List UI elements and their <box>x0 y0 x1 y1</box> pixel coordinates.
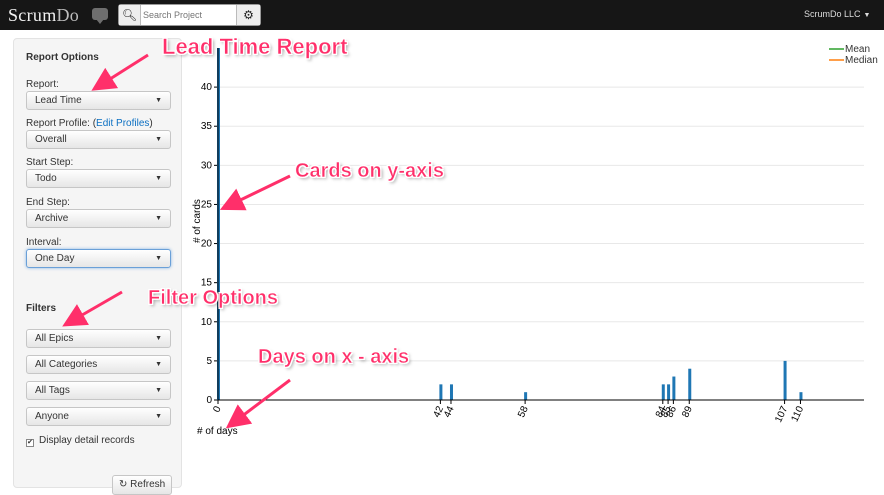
y-tick-label: 30 <box>201 160 213 171</box>
report-options-heading: Report Options <box>26 52 99 63</box>
end-step-select[interactable]: Archive ▼ <box>26 209 171 228</box>
chat-bubble-icon[interactable] <box>92 8 108 24</box>
x-tick-label: 42 <box>431 404 446 419</box>
x-tick-label: 110 <box>789 404 806 423</box>
epics-filter-value: All Epics <box>35 333 74 344</box>
x-tick-label: 44 <box>442 404 457 419</box>
refresh-icon: ↻ <box>119 479 131 490</box>
x-tick-label: 89 <box>680 404 695 419</box>
chart-bar[interactable] <box>439 384 443 400</box>
chevron-down-icon: ▼ <box>155 136 162 143</box>
assignee-filter-select[interactable]: Anyone ▼ <box>26 407 171 426</box>
tags-filter-value: All Tags <box>35 385 70 396</box>
annotation-filter-options: Filter Options <box>148 287 279 310</box>
top-navbar: ScrumDo 🔍︎ ⚙ ScrumDo LLC▼ <box>0 0 884 30</box>
epics-filter-select[interactable]: All Epics ▼ <box>26 329 171 348</box>
interval-value: One Day <box>35 253 75 264</box>
y-tick-label: 0 <box>206 395 212 406</box>
x-tick-label: 86 <box>664 404 679 419</box>
y-tick-label: 10 <box>201 317 213 328</box>
account-label: ScrumDo LLC <box>804 9 861 19</box>
chevron-down-icon: ▼ <box>155 215 162 222</box>
y-axis-label: # of cards <box>192 199 203 243</box>
chevron-down-icon: ▼ <box>155 97 162 104</box>
end-step-label: End Step: <box>26 197 70 208</box>
report-profile-select[interactable]: Overall ▼ <box>26 130 171 149</box>
y-axis-ticks: 0 5 10 15 20 25 30 35 40 <box>201 82 218 406</box>
start-step-select[interactable]: Todo ▼ <box>26 169 171 188</box>
search-box: 🔍︎ ⚙ <box>118 4 261 26</box>
y-tick-label: 40 <box>201 82 213 93</box>
magnifier-icon: 🔍︎ <box>121 8 138 22</box>
scrumdo-logo[interactable]: ScrumDo <box>8 5 79 26</box>
x-tick-label: 85 <box>659 404 674 419</box>
x-tick-label: 0 <box>211 404 224 414</box>
edit-profiles-link[interactable]: Edit Profiles <box>96 118 150 129</box>
legend-label: Mean <box>845 44 870 55</box>
x-tick-label: 58 <box>516 404 531 419</box>
report-select[interactable]: Lead Time ▼ <box>26 91 171 110</box>
y-tick-label: 15 <box>201 278 213 289</box>
legend-label: Median <box>845 55 878 66</box>
x-tick-label: 84 <box>654 404 669 419</box>
logo-text-sub: Do <box>56 5 80 25</box>
chevron-down-icon: ▼ <box>155 175 162 182</box>
y-tick-label: 20 <box>201 239 213 250</box>
profile-label-end: ) <box>149 118 153 129</box>
chart-bar[interactable] <box>783 360 787 400</box>
report-label: Report: <box>26 79 59 90</box>
report-select-value: Lead Time <box>35 95 82 106</box>
chart-bar[interactable] <box>661 384 665 400</box>
y-tick-label: 5 <box>206 356 212 367</box>
tags-filter-select[interactable]: All Tags ▼ <box>26 381 171 400</box>
logo-text-main: Scrum <box>8 5 57 25</box>
display-detail-records[interactable]: ✔ Display detail records <box>26 435 135 447</box>
end-step-value: Archive <box>35 213 69 224</box>
filters-heading: Filters <box>26 303 57 314</box>
interval-label: Interval: <box>26 237 62 248</box>
gear-icon: ⚙ <box>243 8 254 22</box>
chart-bar[interactable] <box>799 392 803 400</box>
y-tick-label: 25 <box>201 199 213 210</box>
report-options-panel: Report Options Report: Lead Time ▼ Report… <box>13 38 182 495</box>
chart-gridlines <box>218 86 864 362</box>
chart-bar[interactable] <box>672 376 676 400</box>
chevron-down-icon: ▼ <box>863 12 871 19</box>
assignee-filter-value: Anyone <box>35 411 69 422</box>
annotation-lead-time-report: Lead Time Report <box>162 34 348 60</box>
start-step-label: Start Step: <box>26 157 74 168</box>
search-settings-button[interactable]: ⚙ <box>236 5 260 25</box>
report-profile-label: Report Profile: (Edit Profiles) <box>26 118 153 129</box>
annotation-cards-y-axis: Cards on y-axis <box>295 160 444 183</box>
chart-bar[interactable] <box>688 368 692 400</box>
account-menu[interactable]: ScrumDo LLC ▼ <box>804 9 870 19</box>
chevron-down-icon: ▼ <box>155 361 162 368</box>
chart-bar[interactable] <box>449 384 453 400</box>
x-tick-label: 107 <box>773 404 790 424</box>
refresh-label: Refresh <box>130 479 166 490</box>
chevron-down-icon: ▼ <box>155 255 162 262</box>
profile-select-value: Overall <box>35 134 67 145</box>
categories-filter-select[interactable]: All Categories ▼ <box>26 355 171 374</box>
chart-bar[interactable] <box>524 392 528 400</box>
interval-select[interactable]: One Day ▼ <box>26 249 171 268</box>
categories-filter-value: All Categories <box>35 359 98 370</box>
refresh-button[interactable]: ↻ Refresh <box>112 475 172 495</box>
y-tick-label: 35 <box>201 121 213 132</box>
detail-records-label: Display detail records <box>39 435 135 446</box>
profile-label-text: Report Profile: ( <box>26 118 97 129</box>
search-input[interactable] <box>143 6 235 24</box>
chart-bar[interactable] <box>667 384 671 400</box>
detail-records-checkbox[interactable]: ✔ <box>26 439 34 447</box>
chevron-down-icon: ▼ <box>155 413 162 420</box>
start-step-value: Todo <box>35 173 57 184</box>
x-axis-label: # of days <box>197 426 238 437</box>
annotation-days-x-axis: Days on x - axis <box>258 346 410 369</box>
search-button[interactable]: 🔍︎ <box>119 5 141 25</box>
chevron-down-icon: ▼ <box>155 335 162 342</box>
chevron-down-icon: ▼ <box>155 387 162 394</box>
